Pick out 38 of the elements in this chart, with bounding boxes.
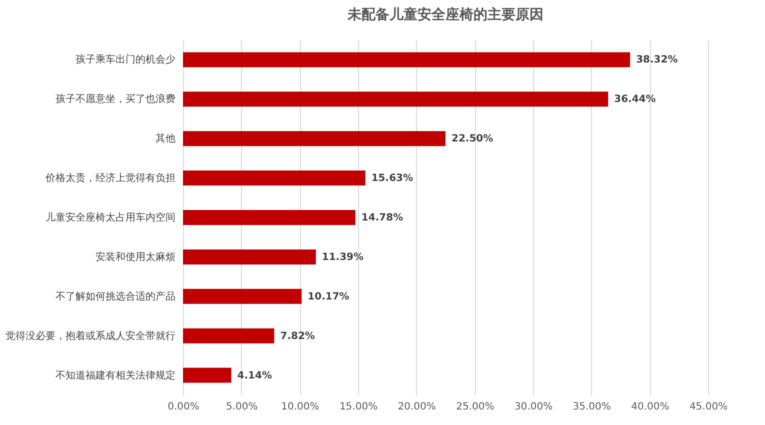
data-label: 15.63% bbox=[371, 173, 414, 184]
y-tick-label: 价格太贵，经济上觉得有负担 bbox=[44, 172, 176, 184]
x-tick-label: 10.00% bbox=[281, 402, 320, 412]
x-tick-label: 15.00% bbox=[339, 402, 378, 412]
data-label: 38.32% bbox=[636, 54, 678, 66]
bar bbox=[183, 131, 446, 146]
x-tick-label: 30.00% bbox=[514, 402, 553, 412]
x-tick-label: 20.00% bbox=[398, 402, 436, 412]
x-tick-label: 0.00% bbox=[168, 402, 200, 412]
y-tick-label: 不了解如何挑选合适的产品 bbox=[56, 290, 176, 302]
x-tick-label: 45.00% bbox=[689, 402, 728, 412]
y-tick-label: 儿童安全座椅太占用车内空间 bbox=[46, 212, 176, 224]
data-label: 22.50% bbox=[452, 134, 494, 145]
x-tick-label: 35.00% bbox=[572, 402, 611, 412]
bar bbox=[183, 210, 356, 225]
bar bbox=[183, 368, 232, 383]
bar bbox=[183, 170, 366, 186]
chart-title: 未配备儿童安全座椅的主要原因 bbox=[346, 6, 544, 23]
y-tick-label: 觉得没必要，抱着或系成人安全带就行 bbox=[6, 330, 176, 342]
data-label: 14.78% bbox=[361, 212, 404, 224]
x-tick-label: 5.00% bbox=[226, 402, 258, 412]
bar bbox=[183, 288, 302, 304]
bar bbox=[183, 52, 630, 68]
y-tick-label: 孩子不愿意坐，买了也浪费 bbox=[56, 93, 176, 106]
data-label: 7.82% bbox=[280, 330, 315, 342]
x-tick-label: 40.00% bbox=[631, 402, 670, 412]
data-label: 11.39% bbox=[322, 252, 364, 263]
y-tick-label: 不知道福建有相关法律规定 bbox=[56, 369, 176, 382]
y-tick-label: 其他 bbox=[156, 132, 176, 145]
data-label: 4.14% bbox=[237, 370, 272, 382]
y-tick-label: 孩子乘车出门的机会少 bbox=[76, 54, 176, 66]
data-label: 10.17% bbox=[308, 291, 350, 302]
y-tick-label: 安装和使用太麻烦 bbox=[96, 250, 176, 263]
bar bbox=[183, 328, 274, 344]
bar bbox=[183, 92, 608, 107]
bar bbox=[183, 249, 316, 264]
data-label: 36.44% bbox=[614, 94, 656, 106]
x-tick-label: 25.00% bbox=[456, 402, 494, 412]
